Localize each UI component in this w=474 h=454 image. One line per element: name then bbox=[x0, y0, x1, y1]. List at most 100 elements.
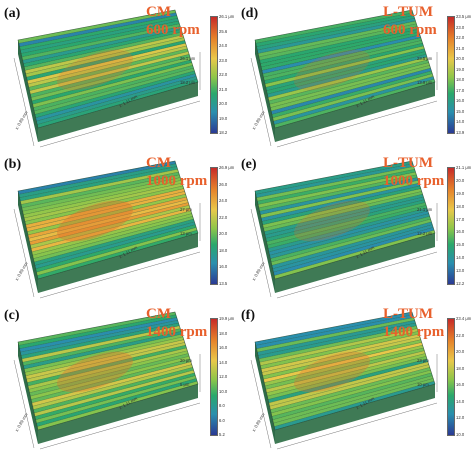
colorbar-tick-label: 14.0 bbox=[456, 255, 465, 261]
colorbar-tick-label: 21.1 μm bbox=[456, 165, 472, 170]
z-axis-bottom-label: 5 μm bbox=[180, 382, 190, 387]
colorbar bbox=[447, 16, 455, 134]
colorbar bbox=[447, 318, 455, 436]
colorbar-tick-label: 26.0 bbox=[219, 181, 228, 187]
colorbar-tick-label: 18.0 bbox=[219, 247, 228, 253]
x-axis-line bbox=[250, 57, 272, 147]
surface-panel: (d) L-TUM 600 rpm 23.5 μm 23.0 22.0 21.0 20.0 19… bbox=[237, 0, 474, 151]
z-axis-bottom-label: 18.2 μm bbox=[180, 80, 196, 85]
colorbar-tick-label: 13.5 bbox=[219, 281, 228, 286]
surface-front-face bbox=[275, 384, 435, 444]
x-axis-line bbox=[250, 359, 272, 449]
colorbar-tick-label: 16.0 bbox=[219, 264, 228, 270]
colorbar-tick-label: 22.0 bbox=[456, 35, 465, 41]
colorbar-tick-label: 23.0 bbox=[219, 57, 228, 63]
surface-peak-region bbox=[57, 200, 133, 242]
surface-peak-region bbox=[57, 49, 133, 91]
colorbar-tick-label: 20.0 bbox=[456, 56, 465, 62]
colorbar-tick-label: 21.0 bbox=[456, 45, 465, 51]
speed-label: 1000 rpm bbox=[146, 173, 208, 189]
y-axis-line bbox=[39, 402, 201, 450]
surface-peak-region bbox=[294, 49, 370, 91]
x-axis-line bbox=[13, 208, 35, 298]
z-axis-top-label: 20 μm bbox=[180, 358, 192, 363]
colorbar-tick-label: 10.0 bbox=[456, 432, 465, 437]
y-axis-line bbox=[276, 402, 438, 450]
method-label: CM bbox=[146, 155, 171, 171]
method-label: L-TUM bbox=[383, 306, 433, 322]
surface-topography-plot bbox=[13, 9, 201, 148]
colorbar-tick-label: 20.0 bbox=[456, 177, 465, 183]
colorbar-tick-label: 16.0 bbox=[456, 229, 465, 235]
colorbar bbox=[447, 167, 455, 285]
surface-side-face bbox=[18, 40, 38, 142]
colorbar-tick-label: 16.0 bbox=[219, 345, 228, 350]
colorbar-tick-label: 17.0 bbox=[456, 87, 465, 93]
y-axis-line bbox=[39, 100, 201, 148]
y-axis-line bbox=[276, 251, 438, 299]
y-axis-line bbox=[39, 251, 201, 299]
z-axis-bottom-label: 12.2 μm bbox=[417, 231, 433, 236]
surface-front-face bbox=[275, 233, 435, 293]
colorbar-tick-label: 18.0 bbox=[456, 77, 465, 83]
method-label: L-TUM bbox=[383, 155, 433, 171]
colorbar-tick-label: 23.4 μm bbox=[456, 316, 472, 321]
colorbar-tick-label: 13.9 bbox=[456, 130, 465, 135]
colorbar-tick-label: 24.0 bbox=[219, 43, 228, 48]
z-axis-bottom-label: 13 μm bbox=[180, 231, 192, 236]
colorbar-tick-label: 6.0 bbox=[219, 417, 225, 423]
colorbar-tick-label: 26.9 μm bbox=[219, 165, 235, 170]
speed-label: 600 rpm bbox=[383, 22, 437, 38]
surface-topography-plot bbox=[250, 9, 438, 148]
colorbar-tick-label: 19.0 bbox=[456, 190, 465, 196]
method-label: CM bbox=[146, 306, 171, 322]
panel-letter: (e) bbox=[241, 157, 257, 172]
colorbar-tick-label: 16.0 bbox=[456, 98, 465, 104]
surface-topography-plot bbox=[13, 311, 201, 450]
panel-letter: (f) bbox=[241, 308, 255, 323]
speed-label: 1000 rpm bbox=[383, 173, 445, 189]
surface-side-face bbox=[18, 342, 38, 444]
surface-outline bbox=[17, 9, 199, 129]
surface-peak-region bbox=[57, 351, 133, 393]
surface-topography-plot bbox=[13, 160, 201, 299]
z-axis-top-label: 23.5 μm bbox=[417, 56, 433, 61]
colorbar-tick-label: 12.2 bbox=[456, 281, 465, 286]
colorbar-tick-label: 18.0 bbox=[219, 330, 228, 336]
surface-panel: (b) CM 1000 rpm 26.9 μm 26.0 24.0 22.0 20.0 18.0… bbox=[0, 151, 237, 302]
x-axis-line bbox=[13, 57, 35, 147]
surface-peak-region bbox=[294, 351, 370, 393]
surface-front-face bbox=[275, 82, 435, 142]
colorbar-tick-label: 12.0 bbox=[456, 415, 465, 421]
colorbar-tick-label: 26.1 μm bbox=[219, 14, 235, 19]
colorbar-tick-label: 18.0 bbox=[456, 365, 465, 371]
speed-label: 1400 rpm bbox=[146, 324, 208, 340]
colorbar-tick-label: 23.0 bbox=[456, 24, 465, 30]
speed-label: 1400 rpm bbox=[383, 324, 445, 340]
colorbar-tick-label: 19.0 bbox=[219, 115, 228, 121]
z-axis-top-label: 21.1 μm bbox=[417, 207, 433, 212]
z-axis-bottom-label: 10 μm bbox=[417, 382, 429, 387]
colorbar bbox=[210, 16, 218, 134]
surface-peak-region bbox=[294, 200, 370, 242]
surface-front-face bbox=[38, 384, 198, 444]
colorbar-tick-label: 13.0 bbox=[456, 268, 465, 274]
colorbar bbox=[210, 318, 218, 436]
colorbar bbox=[210, 167, 218, 285]
surface-outline bbox=[17, 311, 199, 431]
panel-letter: (d) bbox=[241, 6, 259, 21]
colorbar-tick-label: 14.0 bbox=[219, 359, 228, 365]
colorbar-tick-label: 20.0 bbox=[219, 231, 228, 237]
surface-outline bbox=[254, 9, 436, 129]
colorbar-tick-label: 22.0 bbox=[219, 72, 228, 77]
x-axis-line bbox=[13, 359, 35, 449]
colorbar-tick-label: 14.0 bbox=[456, 119, 465, 125]
colorbar-tick-label: 17.0 bbox=[456, 216, 465, 222]
colorbar-tick-label: 16.0 bbox=[456, 382, 465, 388]
speed-label: 600 rpm bbox=[146, 22, 200, 38]
z-axis-bottom-label: 13.9 μm bbox=[417, 80, 433, 85]
colorbar-tick-label: 22.0 bbox=[456, 332, 465, 338]
z-axis-top-label: 23 μm bbox=[417, 358, 429, 363]
surface-side-face bbox=[255, 191, 275, 293]
surface-front-face bbox=[38, 233, 198, 293]
